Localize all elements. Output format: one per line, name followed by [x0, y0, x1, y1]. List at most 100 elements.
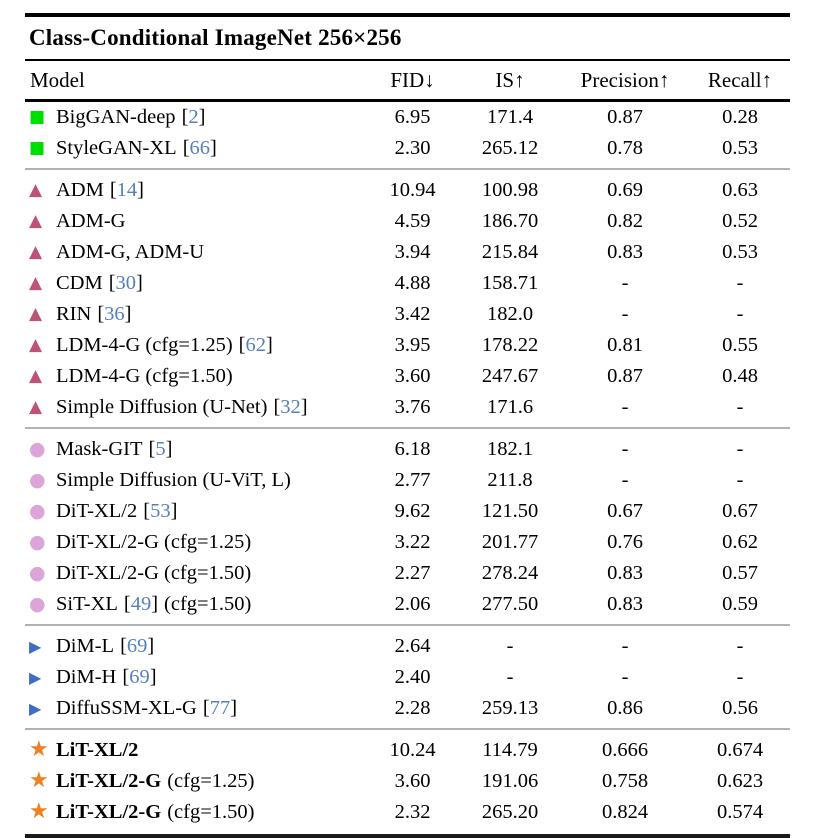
precision-value: 0.83 — [607, 593, 643, 615]
model-name: RIN — [56, 303, 92, 325]
citation-link[interactable]: [14] — [109, 179, 144, 201]
model-cell: ★ LiT-XL/2-G (cfg=1.25) — [25, 770, 365, 793]
is-value: 171.6 — [486, 396, 534, 418]
citation-number[interactable]: 14 — [116, 179, 138, 201]
citation-number[interactable]: 53 — [150, 500, 171, 522]
fid-value: 3.22 — [394, 531, 431, 553]
model-cell: ● DiT-XL/2-G (cfg=1.50) — [25, 562, 365, 585]
table-row: ▶ DiM-H [69] 2.40 - - - — [25, 662, 790, 693]
model-cell: ▲ CDM [30] — [25, 272, 365, 295]
citation-link[interactable]: [30] — [108, 272, 143, 294]
is-value: 114.79 — [482, 739, 538, 761]
citation-number[interactable]: 62 — [245, 334, 266, 356]
blue-triangle-right-icon: ▶ — [29, 667, 42, 687]
citation-link[interactable]: [49] — [123, 593, 159, 615]
recall-value: 0.53 — [722, 241, 758, 263]
model-name: Simple Diffusion (U-ViT, L) — [56, 469, 291, 491]
citation-number[interactable]: 49 — [130, 593, 152, 615]
model-name: Mask-GIT — [56, 438, 143, 460]
model-name: Simple Diffusion (U-Net) — [56, 396, 268, 418]
fid-value: 2.64 — [394, 635, 431, 657]
citation-link[interactable]: [36] — [97, 303, 132, 325]
model-cell: ▲ LDM-4-G (cfg=1.25) [62] — [25, 334, 365, 357]
recall-value: 0.52 — [722, 210, 758, 232]
table-row: ● DiT-XL/2 [53] 9.62 121.50 0.67 0.67 — [25, 496, 790, 527]
citation-number[interactable]: 30 — [115, 272, 137, 294]
fid-value: 3.95 — [394, 334, 431, 356]
model-name: ADM — [56, 179, 104, 201]
fid-value: 3.94 — [394, 241, 431, 263]
table-row: ▲ RIN [36] 3.42 182.0 - - — [25, 299, 790, 330]
recall-value: - — [736, 396, 744, 418]
citation-number[interactable]: 77 — [209, 697, 231, 719]
citation-link[interactable]: [53] — [143, 500, 178, 522]
citation-number[interactable]: 32 — [280, 396, 301, 418]
citation-link[interactable]: [66] — [182, 137, 217, 159]
model-cell: ▲ ADM [14] — [25, 179, 365, 202]
table-row: ▲ ADM-G, ADM-U 3.94 215.84 0.83 0.53 — [25, 237, 790, 268]
citation-number[interactable]: 5 — [155, 438, 166, 460]
fid-value: 6.95 — [394, 106, 431, 128]
citation-number[interactable]: 69 — [126, 635, 148, 657]
table-row: ● SiT-XL [49] (cfg=1.50) 2.06 277.50 0.83 0.59 — [25, 589, 790, 620]
precision-value: - — [621, 666, 629, 688]
table-row: ▲ LDM-4-G (cfg=1.50) 3.60 247.67 0.87 0.48 — [25, 361, 790, 392]
maroon-triangle-icon: ▲ — [29, 211, 43, 231]
citation-number[interactable]: 69 — [129, 666, 150, 688]
is-value: 186.70 — [481, 210, 539, 232]
is-value: 191.06 — [481, 770, 539, 792]
citation-link[interactable]: [77] — [202, 697, 238, 719]
recall-value: - — [736, 438, 744, 460]
table-body: ■ BigGAN-deep [2] 6.95 171.4 0.87 0.28 ■ StyleGA… — [25, 102, 790, 828]
model-name: DiM-L — [56, 635, 115, 657]
maroon-triangle-icon: ▲ — [29, 397, 43, 417]
model-name: DiT-XL/2-G (cfg=1.50) — [56, 562, 252, 584]
model-cell: ★ LiT-XL/2 — [25, 739, 365, 762]
recall-value: - — [736, 272, 744, 294]
table-row: ★ LiT-XL/2-G (cfg=1.50) 2.32 265.20 0.824 0.57… — [25, 797, 790, 828]
fid-value: 2.30 — [394, 137, 431, 159]
is-value: 121.50 — [481, 500, 539, 522]
citation-number[interactable]: 66 — [189, 137, 211, 159]
fid-value: 4.88 — [394, 272, 431, 294]
table-row: ▶ DiffuSSM-XL-G [77] 2.28 259.13 0.86 0.56 — [25, 693, 790, 724]
fid-value: 3.76 — [394, 396, 431, 418]
is-value: 100.98 — [481, 179, 539, 201]
citation-link[interactable]: [5] — [148, 438, 173, 460]
group-separator — [25, 427, 790, 429]
precision-value: - — [621, 438, 629, 460]
citation-link[interactable]: [69] — [120, 635, 155, 657]
is-value: 265.12 — [481, 137, 539, 159]
table-row: ▲ ADM [14] 10.94 100.98 0.69 0.63 — [25, 175, 790, 206]
orange-star-icon: ★ — [29, 801, 49, 824]
fid-value: 3.60 — [394, 770, 431, 792]
fid-value: 2.06 — [394, 593, 431, 615]
is-value: 182.0 — [486, 303, 534, 325]
table-row: ■ BigGAN-deep [2] 6.95 171.4 0.87 0.28 — [25, 102, 790, 133]
model-name: DiM-H — [56, 666, 117, 688]
precision-value: 0.78 — [607, 137, 643, 159]
is-value: 182.1 — [486, 438, 534, 460]
column-header-is: IS↑ — [495, 67, 525, 92]
fid-value: 10.94 — [389, 179, 436, 201]
model-name: CDM — [56, 272, 103, 294]
maroon-triangle-icon: ▲ — [29, 366, 43, 386]
recall-value: 0.674 — [716, 739, 764, 761]
citation-number[interactable]: 36 — [104, 303, 125, 325]
precision-value: 0.86 — [607, 697, 643, 719]
precision-value: 0.758 — [601, 770, 649, 792]
fid-value: 6.18 — [394, 438, 431, 460]
citation-link[interactable]: [69] — [122, 666, 157, 688]
precision-value: - — [621, 303, 629, 325]
maroon-triangle-icon: ▲ — [29, 180, 43, 200]
header-rule — [25, 99, 790, 102]
recall-value: 0.57 — [722, 562, 758, 584]
citation-number[interactable]: 2 — [188, 106, 199, 128]
citation-link[interactable]: [2] — [181, 106, 206, 128]
citation-link[interactable]: [32] — [273, 396, 308, 418]
citation-link[interactable]: [62] — [238, 334, 273, 356]
column-header-recall: Recall↑ — [707, 67, 773, 92]
model-name: LiT-XL/2 — [56, 739, 139, 761]
precision-value: 0.83 — [607, 241, 643, 263]
plum-circle-icon: ● — [29, 531, 46, 553]
